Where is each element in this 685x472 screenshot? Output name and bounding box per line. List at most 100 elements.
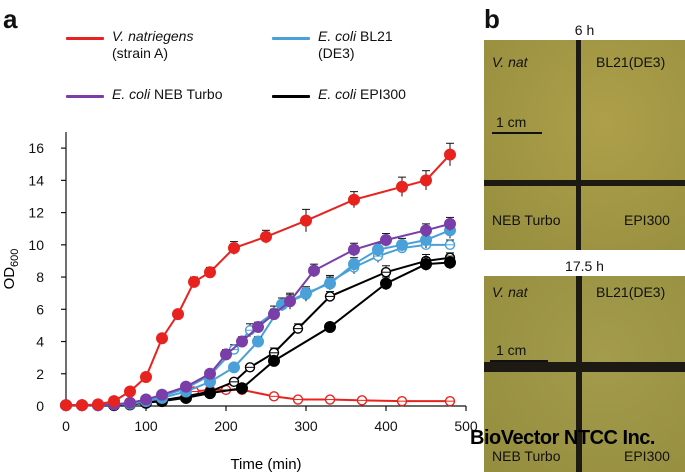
data-point <box>420 224 432 237</box>
series-line <box>193 388 450 403</box>
plate-photo-6h: V. nat BL21(DE3) NEB Turbo EPI300 1 cm <box>484 40 685 250</box>
plate-17h-title: 17.5 h <box>565 258 604 274</box>
y-tick-label: 6 <box>36 301 44 317</box>
data-point <box>324 277 336 290</box>
data-point <box>188 275 200 288</box>
plate-6h-label-neb: NEB Turbo <box>492 212 561 228</box>
y-tick-label: 12 <box>28 205 44 221</box>
data-point <box>380 277 392 290</box>
plate-6h-label-vnat: V. nat <box>492 54 528 70</box>
data-point <box>172 308 184 321</box>
x-tick-label: 100 <box>134 418 158 434</box>
y-axis-label-subscript: 600 <box>9 249 21 267</box>
legend-label-italic: E. coli <box>112 86 151 102</box>
y-tick-label: 14 <box>28 172 44 188</box>
legend-label-line2: (DE3) <box>318 45 355 61</box>
plate-6h-scale-label: 1 cm <box>496 114 527 130</box>
y-tick-label: 4 <box>36 334 44 350</box>
data-point <box>348 243 360 256</box>
plate-17h-label-bl21: BL21(DE3) <box>596 284 666 300</box>
data-point <box>396 238 408 251</box>
legend-swatch-blue <box>272 37 310 40</box>
legend-swatch-purple <box>66 95 104 98</box>
data-point <box>140 370 152 383</box>
y-axis-label: OD600 <box>1 249 21 290</box>
data-point <box>420 174 432 187</box>
data-point <box>156 388 168 401</box>
series-line <box>66 261 451 407</box>
y-tick-label: 8 <box>36 269 44 285</box>
plate-6h-label-bl21: BL21(DE3) <box>596 54 666 70</box>
data-point <box>260 230 272 243</box>
plate-17h-scale-bar <box>490 360 548 362</box>
chart-legend: V. natriegens (strain A) E. coli BL21 (D… <box>66 28 466 112</box>
y-tick-label: 16 <box>28 140 44 156</box>
data-point <box>300 214 312 227</box>
plate-17h-label-neb: NEB Turbo <box>492 448 561 464</box>
data-point <box>444 256 456 269</box>
data-point <box>268 308 280 321</box>
plate-17h-scale-label: 1 cm <box>496 342 527 358</box>
data-point <box>348 258 360 271</box>
data-point <box>156 332 168 345</box>
series-0 <box>60 142 456 412</box>
y-tick-label: 2 <box>36 366 44 382</box>
plate-6h-background <box>484 40 685 250</box>
x-tick-label: 500 <box>454 418 478 434</box>
legend-label-italic: E. coli <box>318 28 357 44</box>
data-point <box>92 398 104 411</box>
legend-label-rest: BL21 <box>356 28 393 44</box>
panel-b-letter: b <box>484 4 500 34</box>
data-point <box>204 367 216 380</box>
data-point <box>228 361 240 374</box>
data-point <box>140 393 152 406</box>
panel-a-letter: a <box>3 4 18 34</box>
data-point <box>124 396 136 409</box>
data-point <box>420 258 432 271</box>
plate-6h-scale-bar <box>492 132 542 134</box>
plate-17h-label-vnat: V. nat <box>492 284 528 300</box>
data-point <box>60 399 72 412</box>
y-axis-label-main: OD <box>1 267 18 290</box>
data-point <box>308 264 320 277</box>
data-point <box>372 243 384 256</box>
data-point <box>444 217 456 230</box>
legend-label-italic: V. natriegens <box>112 28 194 44</box>
legend-swatch-black <box>272 95 310 98</box>
legend-label-line2: (strain A) <box>112 45 169 61</box>
data-point <box>348 193 360 206</box>
data-point <box>444 148 456 161</box>
data-point <box>76 399 88 412</box>
plate-photo-17h: V. nat BL21(DE3) NEB Turbo EPI300 1 cm <box>484 276 685 472</box>
x-tick-label: 0 <box>62 418 70 434</box>
x-tick-label: 200 <box>214 418 238 434</box>
data-point <box>252 335 264 348</box>
chart-series <box>60 142 456 412</box>
data-point <box>324 321 336 334</box>
data-point <box>124 385 136 398</box>
watermark: BioVector NTCC Inc. <box>470 427 655 449</box>
data-point <box>396 180 408 193</box>
plate-divider-horizontal <box>484 362 685 372</box>
data-point <box>180 380 192 393</box>
plate-divider-horizontal <box>484 180 685 186</box>
plate-6h-label-epi300: EPI300 <box>624 212 670 228</box>
legend-label-italic: E. coli <box>318 86 357 102</box>
y-tick-label: 0 <box>36 398 44 414</box>
series-5 <box>60 255 456 412</box>
data-point <box>380 233 392 246</box>
data-point <box>220 348 232 361</box>
data-point <box>228 242 240 255</box>
data-point <box>252 321 264 334</box>
y-tick-label: 10 <box>28 237 44 253</box>
growth-curve-chart: 0 100 200 300 400 500 0 2 4 6 8 10 12 14 16 Time (min)… <box>1 132 478 472</box>
data-point <box>284 295 296 308</box>
data-point <box>204 387 216 400</box>
chart-axes: 0 100 200 300 400 500 0 2 4 6 8 10 12 14 16 <box>28 132 478 434</box>
legend-label-rest: EPI300 <box>356 86 406 102</box>
data-point <box>108 395 120 408</box>
legend-swatch-red <box>66 37 104 40</box>
data-point <box>300 287 312 300</box>
data-point <box>236 335 248 348</box>
